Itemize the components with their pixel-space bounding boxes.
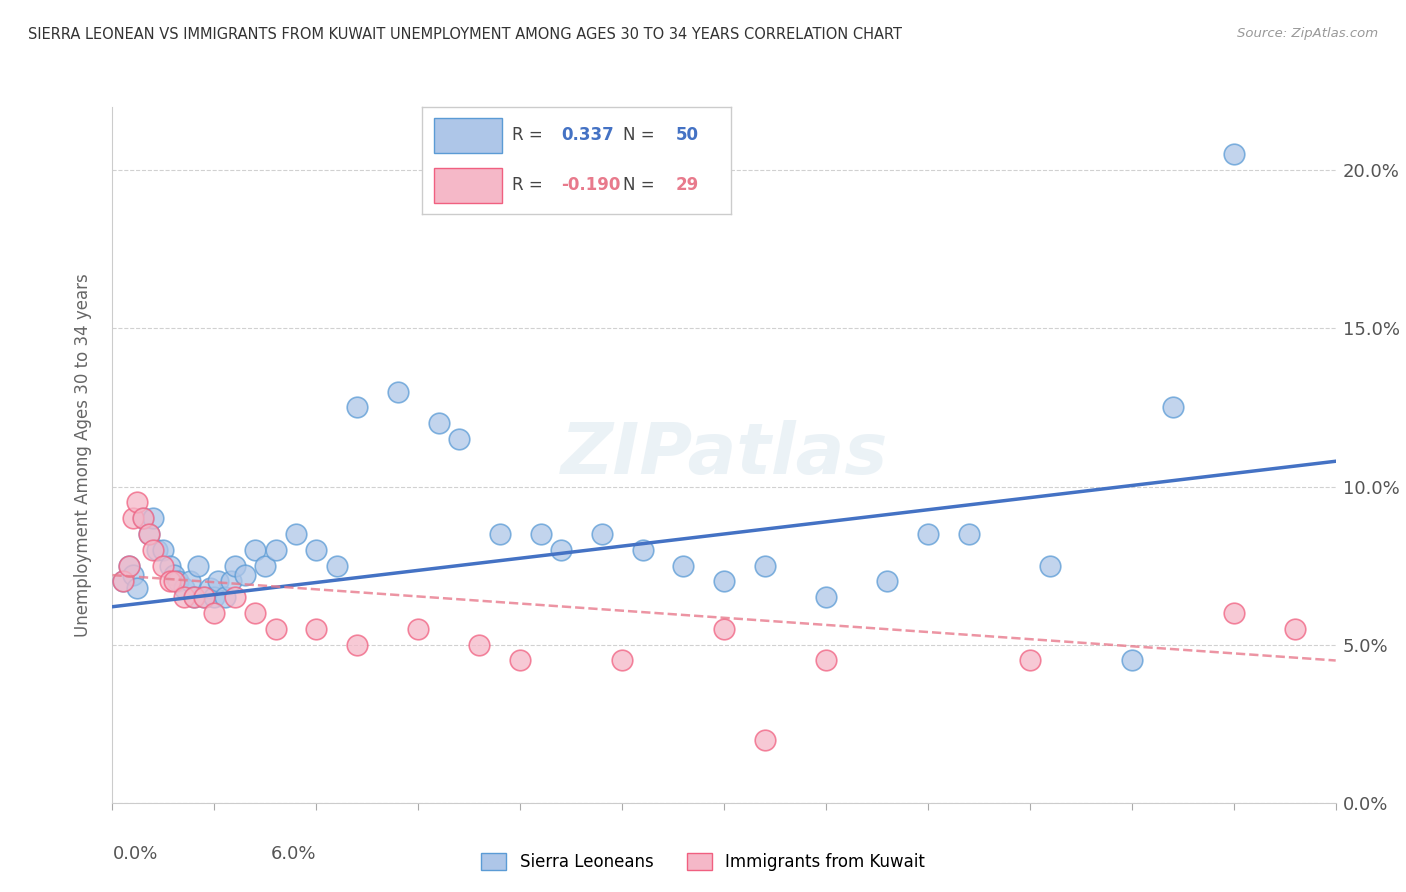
Point: [118, 558, 141, 573]
Text: SIERRA LEONEAN VS IMMIGRANTS FROM KUWAIT UNEMPLOYMENT AMONG AGES 30 TO 34 YEARS : SIERRA LEONEAN VS IMMIGRANTS FROM KUWAIT…: [28, 27, 903, 42]
Point: [1284, 622, 1306, 636]
Point: [132, 511, 155, 525]
Point: [284, 527, 308, 541]
Point: [529, 527, 551, 541]
Point: [142, 511, 165, 525]
Point: [876, 574, 898, 589]
Point: [264, 622, 287, 636]
Point: [233, 568, 256, 582]
Point: [1121, 653, 1143, 667]
Point: [173, 591, 195, 605]
Point: [132, 511, 155, 525]
FancyBboxPatch shape: [434, 168, 502, 203]
Point: [468, 638, 491, 652]
Point: [1161, 401, 1184, 415]
Text: 0.0%: 0.0%: [112, 845, 157, 863]
Point: [204, 591, 226, 605]
Point: [754, 732, 776, 747]
Point: [125, 581, 148, 595]
Point: [509, 653, 531, 667]
Point: [305, 542, 328, 557]
Point: [166, 574, 188, 589]
Legend: Sierra Leoneans, Immigrants from Kuwait: Sierra Leoneans, Immigrants from Kuwait: [472, 845, 934, 880]
Point: [326, 558, 349, 573]
Point: [610, 653, 633, 667]
Point: [193, 591, 215, 605]
Point: [815, 591, 838, 605]
Text: Source: ZipAtlas.com: Source: ZipAtlas.com: [1237, 27, 1378, 40]
Point: [917, 527, 939, 541]
Point: [214, 591, 236, 605]
Text: 0.337: 0.337: [561, 126, 614, 144]
Point: [245, 542, 267, 557]
Point: [122, 511, 145, 525]
Point: [187, 558, 209, 573]
Point: [200, 581, 222, 595]
Point: [138, 527, 160, 541]
Y-axis label: Unemployment Among Ages 30 to 34 years: Unemployment Among Ages 30 to 34 years: [73, 273, 91, 637]
Point: [346, 638, 368, 652]
FancyBboxPatch shape: [434, 118, 502, 153]
Point: [138, 527, 160, 541]
Text: N =: N =: [623, 177, 654, 194]
Text: R =: R =: [512, 177, 543, 194]
Point: [1223, 606, 1246, 620]
Point: [183, 591, 205, 605]
Point: [159, 574, 181, 589]
Point: [713, 574, 735, 589]
Text: 6.0%: 6.0%: [271, 845, 316, 863]
Point: [408, 622, 430, 636]
Text: -0.190: -0.190: [561, 177, 620, 194]
Point: [1018, 653, 1040, 667]
Point: [754, 558, 776, 573]
Point: [631, 542, 654, 557]
Point: [489, 527, 512, 541]
Text: 29: 29: [675, 177, 699, 194]
Point: [1223, 147, 1246, 161]
Point: [207, 574, 229, 589]
Point: [305, 622, 328, 636]
Point: [193, 591, 215, 605]
Point: [224, 558, 246, 573]
Point: [254, 558, 277, 573]
Text: ZIPatlas: ZIPatlas: [561, 420, 887, 490]
Point: [163, 574, 186, 589]
Point: [346, 401, 368, 415]
Point: [122, 568, 145, 582]
Point: [163, 568, 186, 582]
Point: [204, 606, 226, 620]
Point: [219, 574, 242, 589]
Point: [111, 574, 134, 589]
Point: [183, 591, 205, 605]
Point: [264, 542, 287, 557]
Point: [672, 558, 695, 573]
Point: [118, 558, 141, 573]
Point: [142, 542, 165, 557]
Point: [173, 581, 195, 595]
Point: [387, 384, 409, 399]
Text: N =: N =: [623, 126, 654, 144]
Point: [1039, 558, 1062, 573]
Text: 50: 50: [675, 126, 699, 144]
Point: [550, 542, 572, 557]
Point: [447, 432, 470, 446]
Point: [152, 558, 174, 573]
Point: [245, 606, 267, 620]
Point: [125, 495, 148, 509]
Point: [179, 574, 201, 589]
Point: [159, 558, 181, 573]
Point: [427, 417, 450, 431]
Point: [957, 527, 980, 541]
Text: R =: R =: [512, 126, 543, 144]
Point: [111, 574, 134, 589]
Point: [713, 622, 735, 636]
Point: [152, 542, 174, 557]
Point: [146, 542, 169, 557]
Point: [815, 653, 838, 667]
Point: [591, 527, 613, 541]
Point: [224, 591, 246, 605]
